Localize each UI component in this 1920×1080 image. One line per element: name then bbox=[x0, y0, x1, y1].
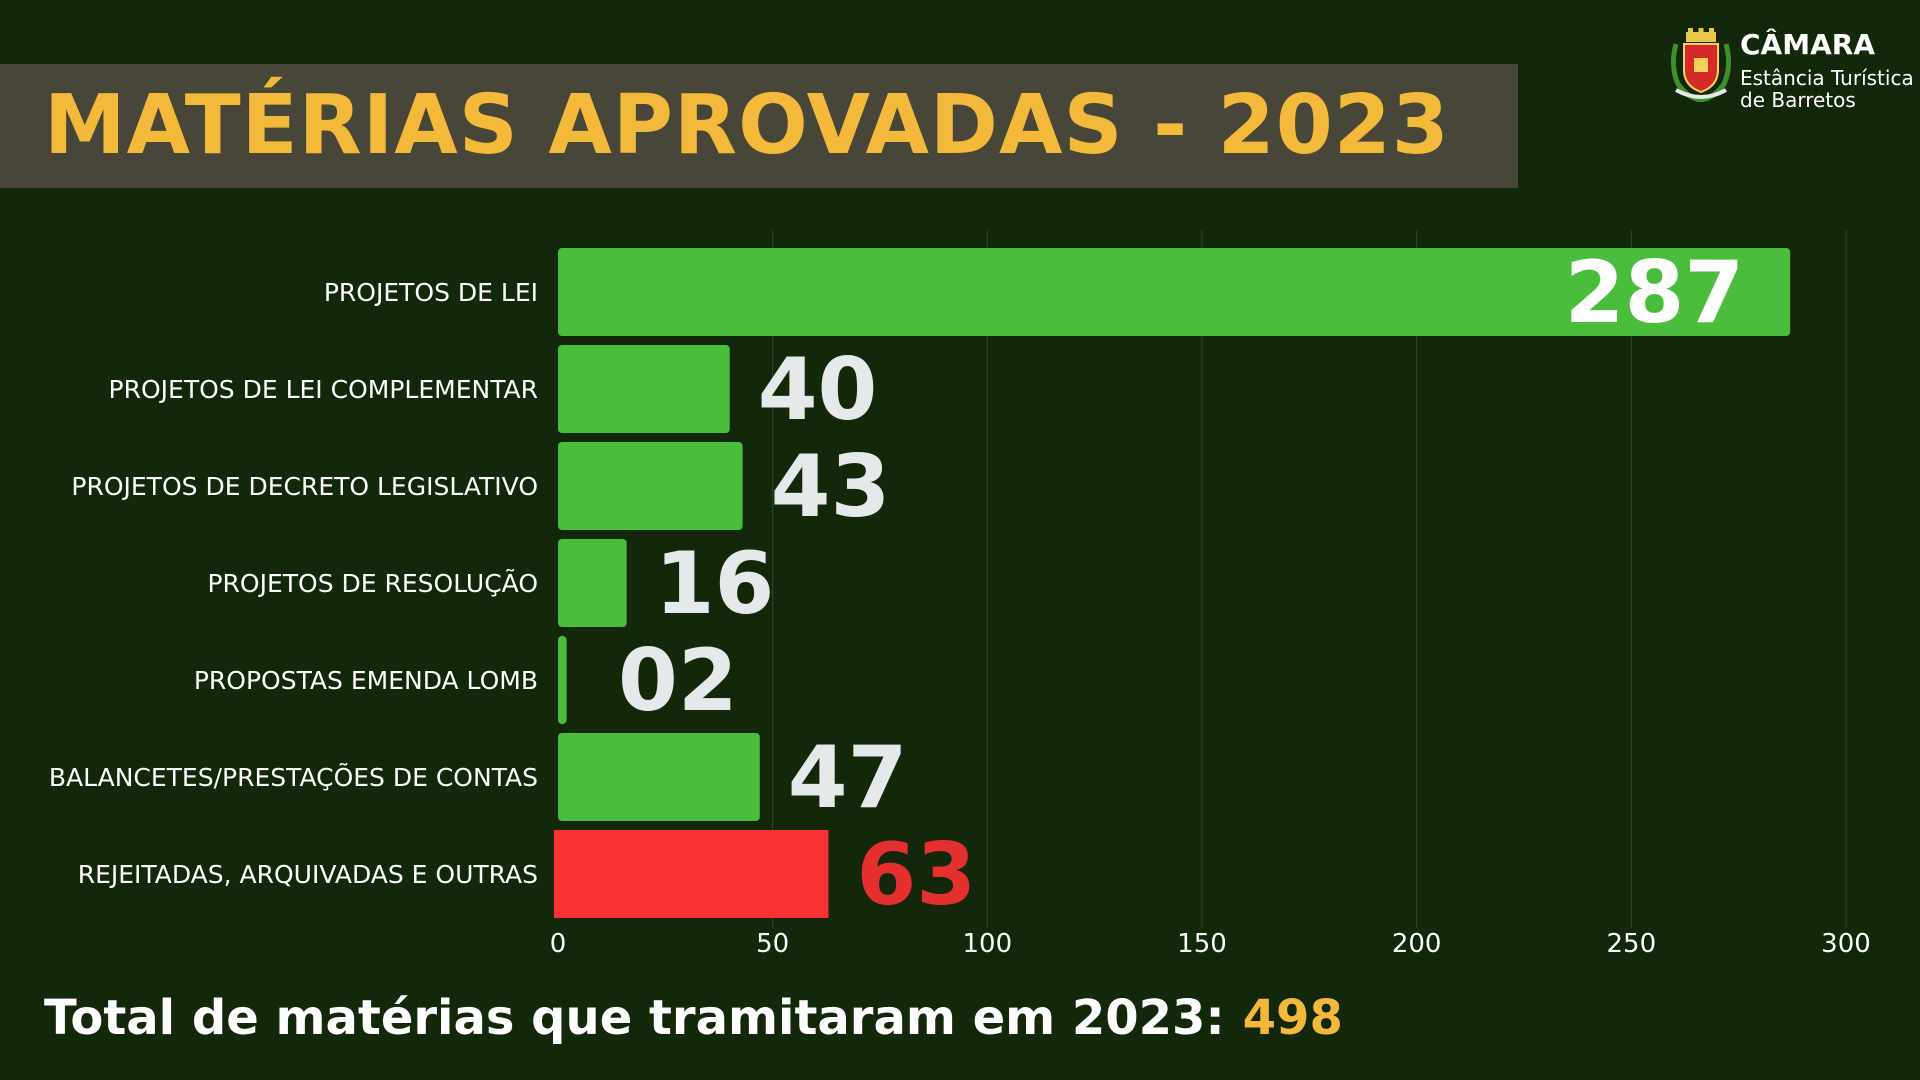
category-label: PROJETOS DE RESOLUÇÃO bbox=[207, 568, 538, 598]
logo-name: CÂMARA bbox=[1740, 28, 1875, 61]
category-label: PROJETOS DE LEI bbox=[324, 278, 538, 307]
value-label: 40 bbox=[758, 340, 878, 440]
footer-label: Total de matérias que tramitaram em 2023… bbox=[44, 990, 1225, 1046]
bar bbox=[558, 442, 743, 530]
x-tick-label: 0 bbox=[550, 929, 567, 959]
coat-of-arms-icon bbox=[1670, 28, 1732, 102]
category-label: REJEITADAS, ARQUIVADAS E OUTRAS bbox=[78, 860, 538, 889]
bar-chart: 0 50 100 150 200 250 300 PROJETOS DE LEI 287 PROJ… bbox=[49, 230, 1871, 959]
x-tick-label: 50 bbox=[756, 929, 789, 959]
footer-total: Total de matérias que tramitaram em 2023… bbox=[44, 990, 1343, 1046]
category-label: BALANCETES/PRESTAÇÕES DE CONTAS bbox=[49, 762, 538, 792]
bar bbox=[558, 248, 1791, 336]
x-tick-label: 100 bbox=[963, 929, 1013, 959]
title-banner: MATÉRIAS APROVADAS - 2023 bbox=[0, 64, 1518, 188]
category-label: PROJETOS DE DECRETO LEGISLATIVO bbox=[71, 472, 538, 501]
value-label: 02 bbox=[618, 631, 738, 731]
camara-logo: CÂMARA Estância Turística de Barretos bbox=[1668, 26, 1918, 112]
x-tick-label: 150 bbox=[1177, 929, 1227, 959]
x-tick-label: 300 bbox=[1821, 929, 1871, 959]
category-label: PROPOSTAS EMENDA LOMB bbox=[194, 666, 538, 695]
bar bbox=[554, 830, 829, 918]
value-label: 287 bbox=[1565, 243, 1745, 343]
category-label: PROJETOS DE LEI COMPLEMENTAR bbox=[109, 375, 538, 404]
value-label: 16 bbox=[655, 534, 775, 634]
x-tick-label: 200 bbox=[1392, 929, 1442, 959]
bar bbox=[558, 733, 760, 821]
logo-subtitle-line1: Estância Turística bbox=[1740, 66, 1914, 90]
value-label: 63 bbox=[856, 825, 976, 925]
value-label: 47 bbox=[788, 728, 908, 828]
value-label: 43 bbox=[771, 437, 891, 537]
x-tick-label: 250 bbox=[1607, 929, 1657, 959]
page-title: MATÉRIAS APROVADAS - 2023 bbox=[44, 78, 1450, 173]
bar bbox=[558, 345, 730, 433]
logo-subtitle-line2: de Barretos bbox=[1740, 88, 1856, 112]
footer-value: 498 bbox=[1242, 990, 1343, 1046]
bar bbox=[558, 539, 627, 627]
bar bbox=[558, 636, 567, 724]
